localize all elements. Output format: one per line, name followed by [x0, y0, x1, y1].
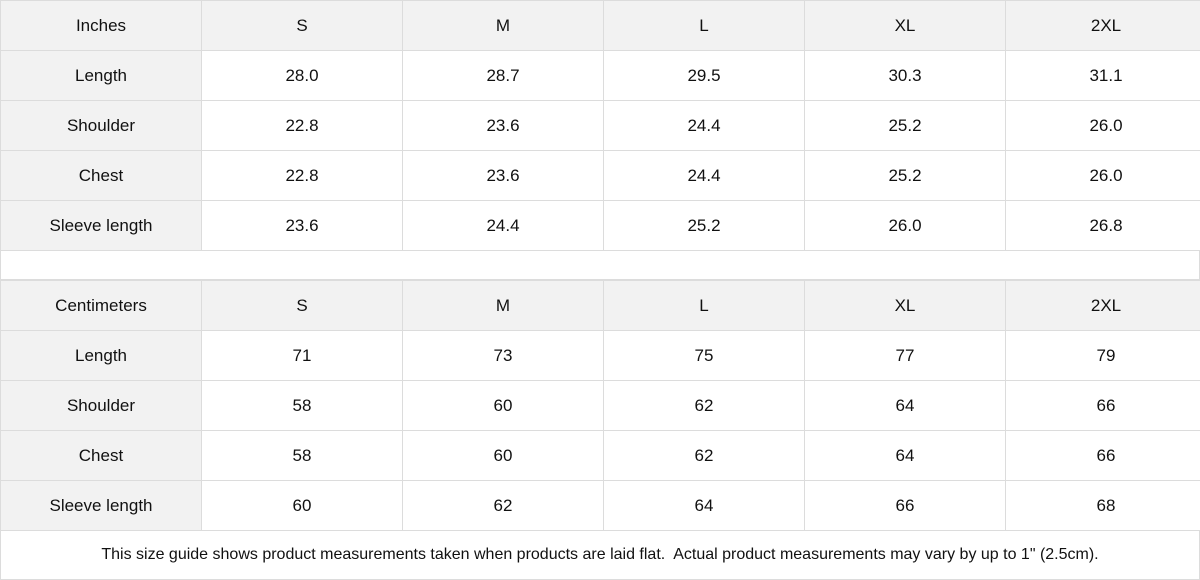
measurement-value: 71	[201, 330, 403, 381]
measurement-label: Sleeve length	[0, 480, 202, 531]
size-header: M	[402, 0, 604, 51]
inches-size-table: Inches S M L XL 2XL Length 28.0 28.7 29.5 30.3 31.1…	[0, 0, 1200, 251]
measurement-value: 58	[201, 430, 403, 481]
size-header: M	[402, 280, 604, 331]
measurement-value: 64	[804, 380, 1006, 431]
header-row: Inches S M L XL 2XL	[0, 0, 1200, 51]
table-row: Chest 58 60 62 64 66	[0, 430, 1200, 481]
measurement-value: 79	[1005, 330, 1200, 381]
measurement-label: Shoulder	[0, 100, 202, 151]
measurement-value: 64	[603, 480, 805, 531]
measurement-value: 66	[1005, 380, 1200, 431]
unit-label: Centimeters	[0, 280, 202, 331]
measurement-value: 62	[402, 480, 604, 531]
measurement-value: 66	[804, 480, 1006, 531]
measurement-value: 58	[201, 380, 403, 431]
measurement-label: Shoulder	[0, 380, 202, 431]
size-guide-note: This size guide shows product measuremen…	[0, 530, 1200, 580]
table-row: Shoulder 58 60 62 64 66	[0, 380, 1200, 431]
measurement-value: 68	[1005, 480, 1200, 531]
measurement-value: 73	[402, 330, 604, 381]
table-row: Chest 22.8 23.6 24.4 25.2 26.0	[0, 150, 1200, 201]
measurement-value: 28.7	[402, 50, 604, 101]
measurement-value: 31.1	[1005, 50, 1200, 101]
size-header: L	[603, 0, 805, 51]
measurement-value: 62	[603, 380, 805, 431]
measurement-label: Length	[0, 330, 202, 381]
measurement-value: 28.0	[201, 50, 403, 101]
measurement-value: 23.6	[402, 150, 604, 201]
measurement-value: 26.0	[1005, 150, 1200, 201]
table-spacer	[0, 250, 1200, 280]
measurement-value: 77	[804, 330, 1006, 381]
measurement-value: 22.8	[201, 100, 403, 151]
size-header: S	[201, 280, 403, 331]
measurement-label: Length	[0, 50, 202, 101]
table-row: Sleeve length 60 62 64 66 68	[0, 480, 1200, 531]
measurement-label: Chest	[0, 430, 202, 481]
measurement-value: 26.0	[1005, 100, 1200, 151]
centimeters-size-table: Centimeters S M L XL 2XL Length 71 73 75 77 79 Shoul…	[0, 280, 1200, 531]
measurement-value: 25.2	[804, 150, 1006, 201]
measurement-value: 60	[402, 380, 604, 431]
header-row: Centimeters S M L XL 2XL	[0, 280, 1200, 331]
measurement-value: 60	[201, 480, 403, 531]
measurement-value: 22.8	[201, 150, 403, 201]
size-header: S	[201, 0, 403, 51]
measurement-value: 26.8	[1005, 200, 1200, 251]
measurement-value: 24.4	[603, 100, 805, 151]
measurement-label: Chest	[0, 150, 202, 201]
measurement-value: 24.4	[603, 150, 805, 201]
measurement-value: 29.5	[603, 50, 805, 101]
measurement-value: 26.0	[804, 200, 1006, 251]
size-header: 2XL	[1005, 280, 1200, 331]
measurement-value: 23.6	[201, 200, 403, 251]
measurement-value: 30.3	[804, 50, 1006, 101]
size-header: XL	[804, 280, 1006, 331]
size-header: 2XL	[1005, 0, 1200, 51]
measurement-value: 25.2	[804, 100, 1006, 151]
table-row: Length 71 73 75 77 79	[0, 330, 1200, 381]
measurement-value: 23.6	[402, 100, 604, 151]
measurement-value: 62	[603, 430, 805, 481]
unit-label: Inches	[0, 0, 202, 51]
measurement-value: 75	[603, 330, 805, 381]
table-row: Length 28.0 28.7 29.5 30.3 31.1	[0, 50, 1200, 101]
size-header: XL	[804, 0, 1006, 51]
measurement-value: 60	[402, 430, 604, 481]
size-header: L	[603, 280, 805, 331]
table-row: Sleeve length 23.6 24.4 25.2 26.0 26.8	[0, 200, 1200, 251]
table-row: Shoulder 22.8 23.6 24.4 25.2 26.0	[0, 100, 1200, 151]
measurement-value: 64	[804, 430, 1006, 481]
measurement-value: 25.2	[603, 200, 805, 251]
measurement-label: Sleeve length	[0, 200, 202, 251]
measurement-value: 24.4	[402, 200, 604, 251]
measurement-value: 66	[1005, 430, 1200, 481]
